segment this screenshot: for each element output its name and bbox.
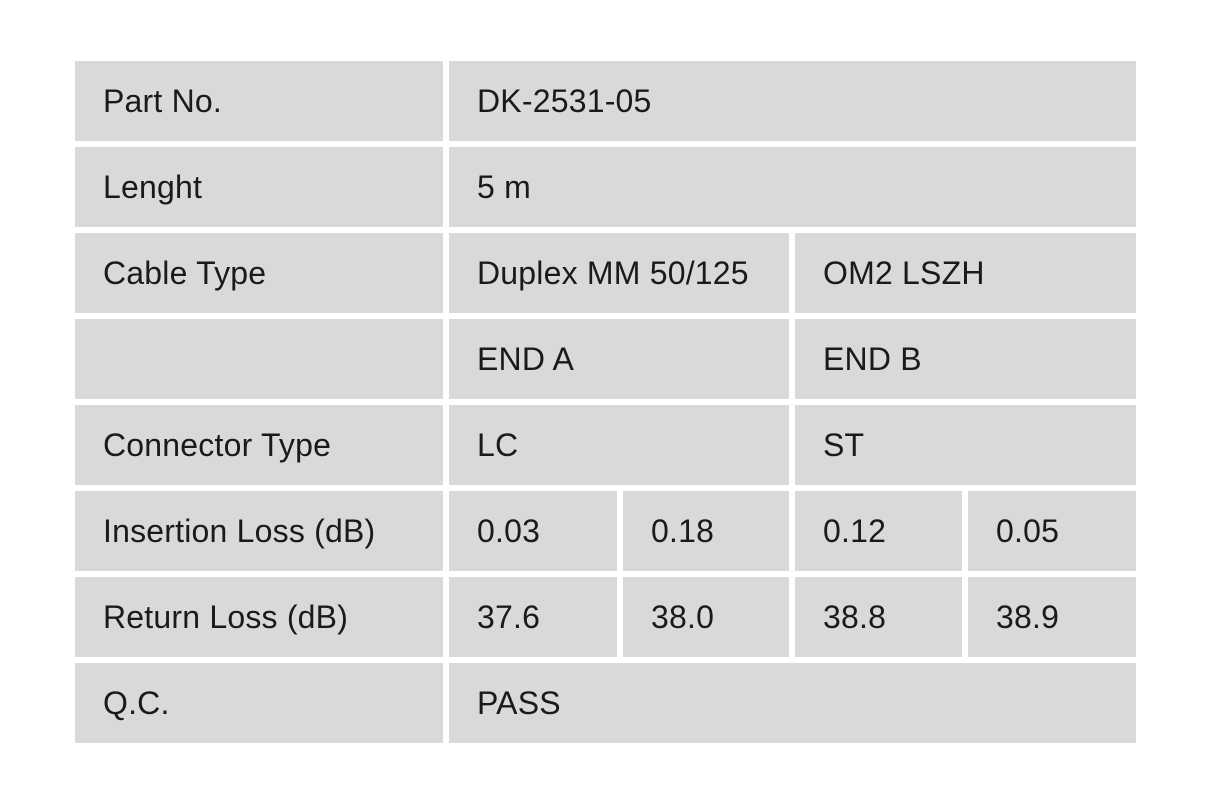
return-loss-value-4: 38.9 bbox=[968, 577, 1136, 657]
insertion-loss-label: Insertion Loss (dB) bbox=[75, 491, 443, 571]
return-loss-value-3: 38.8 bbox=[795, 577, 962, 657]
cable-type-value-right: OM2 LSZH bbox=[795, 233, 1136, 313]
length-value: 5 m bbox=[449, 147, 1136, 227]
part-no-value: DK-2531-05 bbox=[449, 61, 1136, 141]
insertion-loss-value-2: 0.18 bbox=[623, 491, 789, 571]
qc-label: Q.C. bbox=[75, 663, 443, 743]
length-label: Lenght bbox=[75, 147, 443, 227]
return-loss-value-1: 37.6 bbox=[449, 577, 617, 657]
connector-type-end-a: LC bbox=[449, 405, 789, 485]
return-loss-value-2: 38.0 bbox=[623, 577, 789, 657]
end-b-header: END B bbox=[795, 319, 1136, 399]
cable-type-label: Cable Type bbox=[75, 233, 443, 313]
connector-type-label: Connector Type bbox=[75, 405, 443, 485]
connector-type-end-b: ST bbox=[795, 405, 1136, 485]
cable-type-value-left: Duplex MM 50/125 bbox=[449, 233, 789, 313]
return-loss-label: Return Loss (dB) bbox=[75, 577, 443, 657]
ends-header-empty-cell bbox=[75, 319, 443, 399]
insertion-loss-value-4: 0.05 bbox=[968, 491, 1136, 571]
part-no-label: Part No. bbox=[75, 61, 443, 141]
qc-value: PASS bbox=[449, 663, 1136, 743]
insertion-loss-value-1: 0.03 bbox=[449, 491, 617, 571]
end-a-header: END A bbox=[449, 319, 789, 399]
insertion-loss-value-3: 0.12 bbox=[795, 491, 962, 571]
spec-table: Part No. DK-2531-05 Lenght 5 m Cable Typ… bbox=[75, 61, 1136, 743]
